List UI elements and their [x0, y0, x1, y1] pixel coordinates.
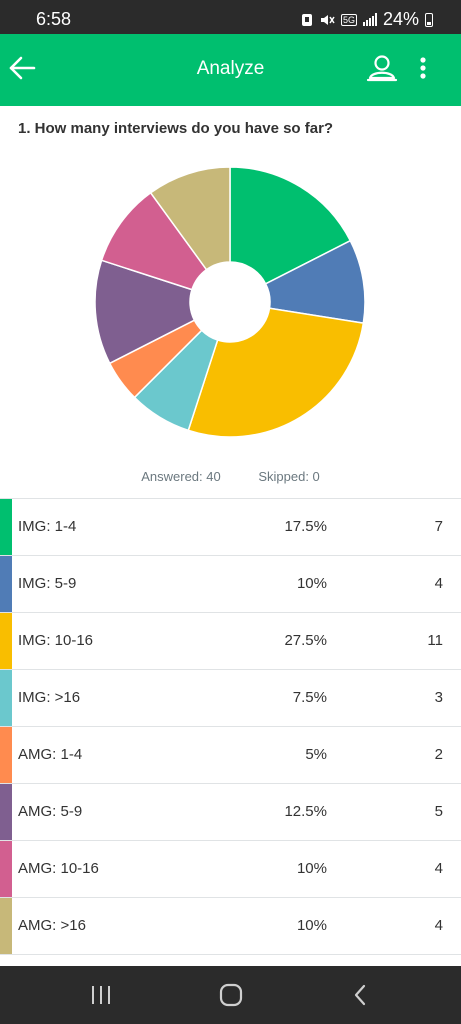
- answer-table: IMG: 1-4 17.5% 7 IMG: 5-9 10% 4 IMG: 10-16 27.5…: [0, 498, 461, 955]
- back-button[interactable]: [6, 50, 46, 90]
- home-icon: [219, 983, 243, 1007]
- answer-percent: 10%: [296, 860, 327, 877]
- answer-label: IMG: 1-4: [18, 518, 77, 535]
- signal-icon: [362, 13, 377, 26]
- pie-slice[interactable]: [149, 166, 231, 271]
- more-options-button[interactable]: [408, 50, 438, 90]
- page-title: Analyze: [196, 58, 265, 79]
- answer-percent: 27.5%: [284, 632, 327, 649]
- answer-percent: 17.5%: [284, 518, 327, 535]
- table-row[interactable]: AMG: 5-9 12.5% 5: [0, 783, 461, 840]
- battery-level: 24%: [382, 9, 419, 29]
- arrow-left-icon: [9, 56, 36, 80]
- nav-back-button[interactable]: [345, 980, 375, 1010]
- question-title: 1. How many interviews do you have so fa…: [18, 120, 334, 137]
- share-user-button[interactable]: [364, 50, 400, 90]
- recent-apps-icon: [92, 986, 110, 1004]
- user-share-icon: [366, 55, 398, 82]
- table-row[interactable]: IMG: 10-16 27.5% 11: [0, 612, 461, 669]
- answer-count: 7: [434, 518, 443, 535]
- status-icons: 5G 24%: [301, 9, 433, 30]
- answer-count: 4: [434, 917, 443, 934]
- answer-label: AMG: >16: [18, 917, 86, 934]
- answer-percent: 7.5%: [292, 689, 327, 706]
- color-swatch: [0, 898, 12, 954]
- color-swatch: [0, 670, 12, 726]
- answer-count: 2: [434, 746, 443, 763]
- color-swatch: [0, 556, 12, 612]
- recent-apps-button[interactable]: [86, 980, 116, 1010]
- battery-icon: [425, 12, 433, 27]
- donut-chart: [94, 166, 366, 438]
- table-row[interactable]: AMG: >16 10% 4: [0, 897, 461, 955]
- answer-count: 5: [434, 803, 443, 820]
- pie-slice[interactable]: [94, 259, 196, 365]
- answer-percent: 12.5%: [284, 803, 327, 820]
- home-button[interactable]: [216, 980, 246, 1010]
- notification-icon: [301, 13, 312, 26]
- answer-label: IMG: >16: [18, 689, 81, 706]
- answer-percent: 10%: [296, 575, 327, 592]
- table-row[interactable]: AMG: 10-16 10% 4: [0, 840, 461, 897]
- color-swatch: [0, 727, 12, 783]
- answer-label: IMG: 5-9: [18, 575, 77, 592]
- answer-label: AMG: 1-4: [18, 746, 83, 763]
- table-row[interactable]: AMG: 1-4 5% 2: [0, 726, 461, 783]
- app-bar: Analyze: [0, 34, 461, 106]
- table-row[interactable]: IMG: 1-4 17.5% 7: [0, 498, 461, 555]
- answer-percent: 5%: [305, 746, 327, 763]
- status-bar: 6:58 5G 24%: [0, 0, 461, 34]
- mute-icon: [320, 14, 335, 25]
- back-chevron-icon: [354, 984, 366, 1006]
- table-row[interactable]: IMG: 5-9 10% 4: [0, 555, 461, 612]
- answered-count: Answered: 40: [141, 469, 221, 484]
- system-nav-bar: [0, 966, 461, 1024]
- answer-count: 3: [434, 689, 443, 706]
- answer-percent: 10%: [296, 917, 327, 934]
- answer-label: AMG: 5-9: [18, 803, 83, 820]
- response-counts: Answered: 40 Skipped: 0: [0, 469, 461, 484]
- color-swatch: [0, 784, 12, 840]
- status-time: 6:58: [36, 9, 72, 29]
- table-row[interactable]: IMG: >16 7.5% 3: [0, 669, 461, 726]
- pie-slice[interactable]: [187, 307, 365, 438]
- color-swatch: [0, 841, 12, 897]
- more-vertical-icon: [420, 57, 426, 79]
- answer-label: AMG: 10-16: [18, 860, 99, 877]
- pie-slice[interactable]: [229, 166, 352, 285]
- skipped-count: Skipped: 0: [258, 469, 320, 484]
- answer-count: 11: [427, 632, 443, 649]
- network-type: 5G: [340, 13, 357, 26]
- color-swatch: [0, 613, 12, 669]
- answer-count: 4: [434, 575, 443, 592]
- answer-count: 4: [434, 860, 443, 877]
- color-swatch: [0, 499, 12, 555]
- answer-label: IMG: 10-16: [18, 632, 94, 649]
